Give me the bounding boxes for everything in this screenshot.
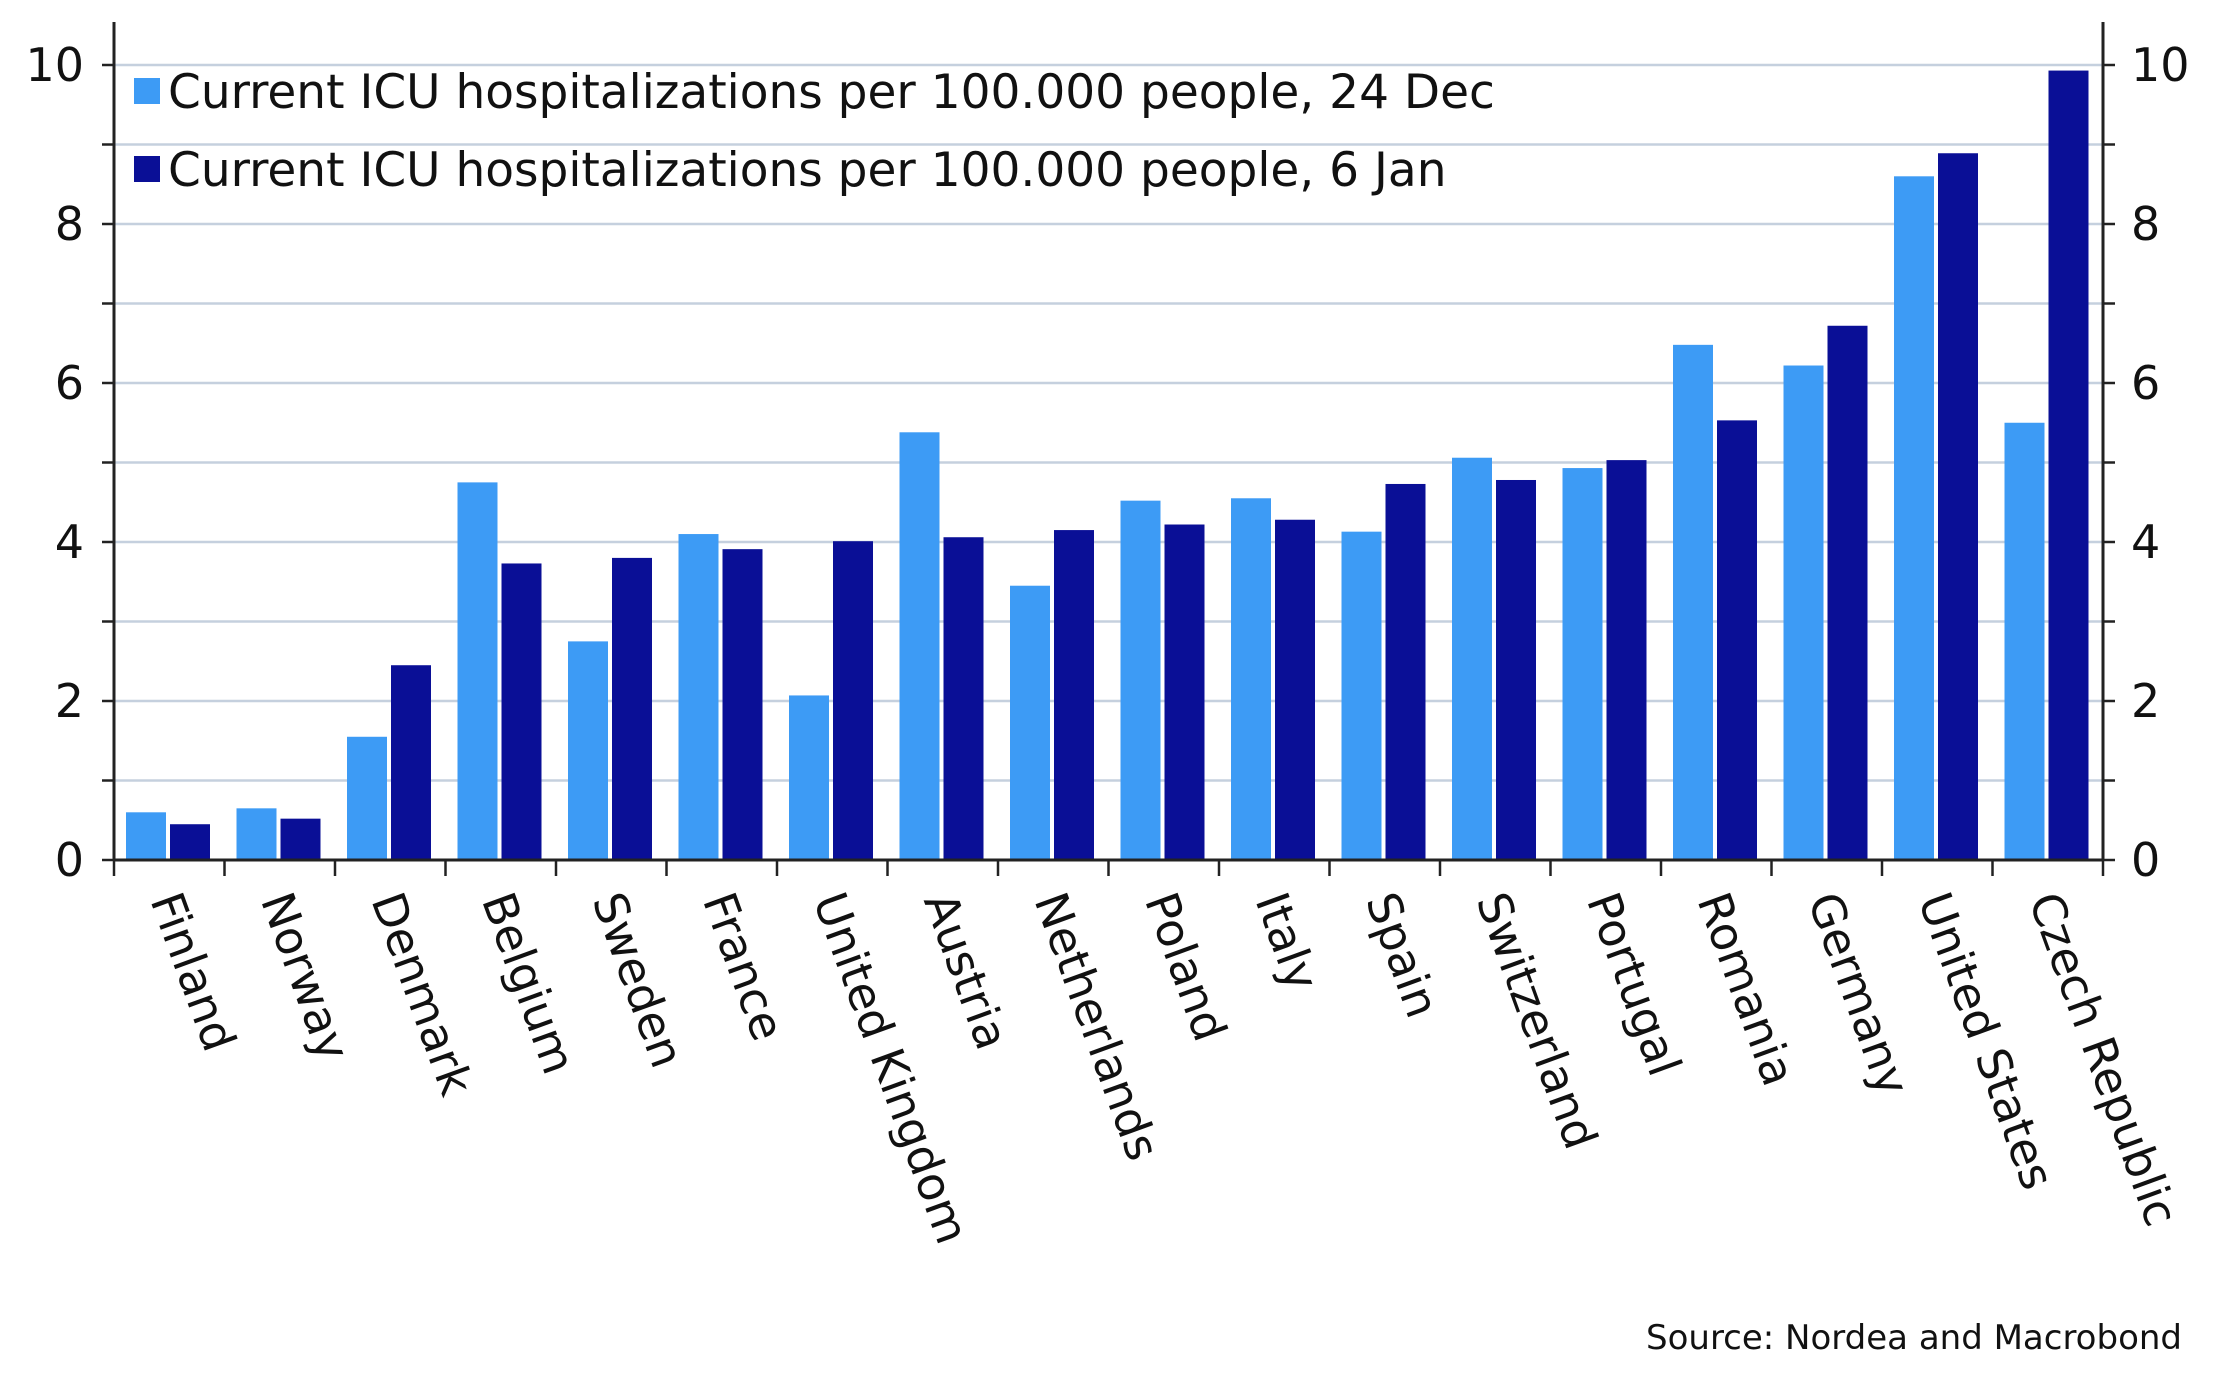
x-category-label: Spain <box>1355 885 1450 1024</box>
x-category-label: Austria <box>913 885 1019 1056</box>
y-tick-label-left: 2 <box>55 674 84 728</box>
bar-dec24-united-states <box>1894 176 1934 861</box>
source-note: Source: Nordea and Macrobond <box>1646 1318 2182 1358</box>
bar-jan6-germany <box>1827 325 1868 860</box>
bar-jan6-romania <box>1717 420 1757 860</box>
x-category-label: Sweden <box>582 885 695 1074</box>
bar-dec24-norway <box>236 808 277 860</box>
legend: Current ICU hospitalizations per 100.000… <box>134 65 1495 198</box>
x-category-label: Norway <box>250 885 360 1067</box>
bar-jan6-belgium <box>501 563 542 860</box>
bar-jan6-finland <box>170 824 210 860</box>
x-category-label: Denmark <box>361 885 484 1102</box>
y-tick-label-right: 0 <box>2131 833 2160 887</box>
y-tick-label-left: 0 <box>55 833 84 887</box>
bar-dec24-belgium <box>457 482 498 860</box>
x-category-label: Belgium <box>471 885 586 1081</box>
bar-jan6-norway <box>280 818 321 860</box>
x-category-label: Germany <box>1797 885 1920 1102</box>
bar-dec24-switzerland <box>1452 457 1492 860</box>
bar-jan6-denmark <box>391 665 431 860</box>
bar-jan6-switzerland <box>1496 479 1536 860</box>
bar-jan6-portugal <box>1606 460 1647 860</box>
y-axis-right: 0 2 4 6 8 10 <box>2131 38 2190 887</box>
bar-jan6-italy <box>1275 519 1315 860</box>
x-category-label: Poland <box>1134 885 1237 1048</box>
bar-jan6-poland <box>1164 524 1205 860</box>
y-tick-label-right: 10 <box>2131 38 2190 92</box>
bar-jan6-france <box>722 549 763 860</box>
bar-dec24-austria <box>899 432 940 860</box>
bar-jan6-austria <box>943 537 984 860</box>
y-tick-label-right: 6 <box>2131 356 2160 410</box>
bar-dec24-united-kingdom <box>789 695 829 860</box>
bar-jan6-czech-republic <box>2048 70 2089 860</box>
bar-dec24-france <box>678 534 719 860</box>
bar-jan6-united-kingdom <box>833 541 873 860</box>
y-tick-label-right: 4 <box>2131 515 2160 569</box>
legend-label: Current ICU hospitalizations per 100.000… <box>168 143 1446 198</box>
bar-dec24-portugal <box>1562 468 1603 860</box>
y-tick-label-right: 2 <box>2131 674 2160 728</box>
gridlines <box>114 63 2103 782</box>
x-category-label: Italy <box>1245 885 1330 997</box>
x-category-label: France <box>692 885 795 1047</box>
x-category-label: Portugal <box>1576 885 1692 1082</box>
bar-dec24-finland <box>126 812 166 860</box>
bar-dec24-denmark <box>347 736 387 860</box>
legend-swatch <box>134 156 160 182</box>
bar-dec24-romania <box>1673 344 1713 861</box>
x-category-label: Romania <box>1687 885 1807 1093</box>
y-tick-label-left: 4 <box>55 515 84 569</box>
bar-dec24-spain <box>1341 531 1382 860</box>
bar-dec24-italy <box>1231 498 1271 860</box>
bar-jan6-sweden <box>612 557 652 860</box>
legend-label: Current ICU hospitalizations per 100.000… <box>168 65 1495 120</box>
bar-dec24-sweden <box>568 641 608 860</box>
y-tick-label-left: 6 <box>55 356 84 410</box>
y-tick-label-left: 10 <box>25 38 84 92</box>
bar-jan6-united-states <box>1938 153 1978 860</box>
legend-swatch <box>134 78 160 104</box>
bar-jan6-spain <box>1385 483 1426 860</box>
y-tick-label-right: 8 <box>2131 197 2160 251</box>
bar-dec24-germany <box>1783 365 1824 860</box>
x-category-label: Finland <box>140 885 247 1058</box>
y-axis-left: 0 2 4 6 8 10 <box>25 38 84 887</box>
bar-dec24-czech-republic <box>2004 422 2045 860</box>
axes <box>102 22 2115 876</box>
bars <box>126 70 2089 861</box>
y-tick-label-left: 8 <box>55 197 84 251</box>
bar-dec24-netherlands <box>1010 585 1050 860</box>
bar-dec24-poland <box>1120 500 1161 860</box>
bar-jan6-netherlands <box>1054 530 1094 860</box>
